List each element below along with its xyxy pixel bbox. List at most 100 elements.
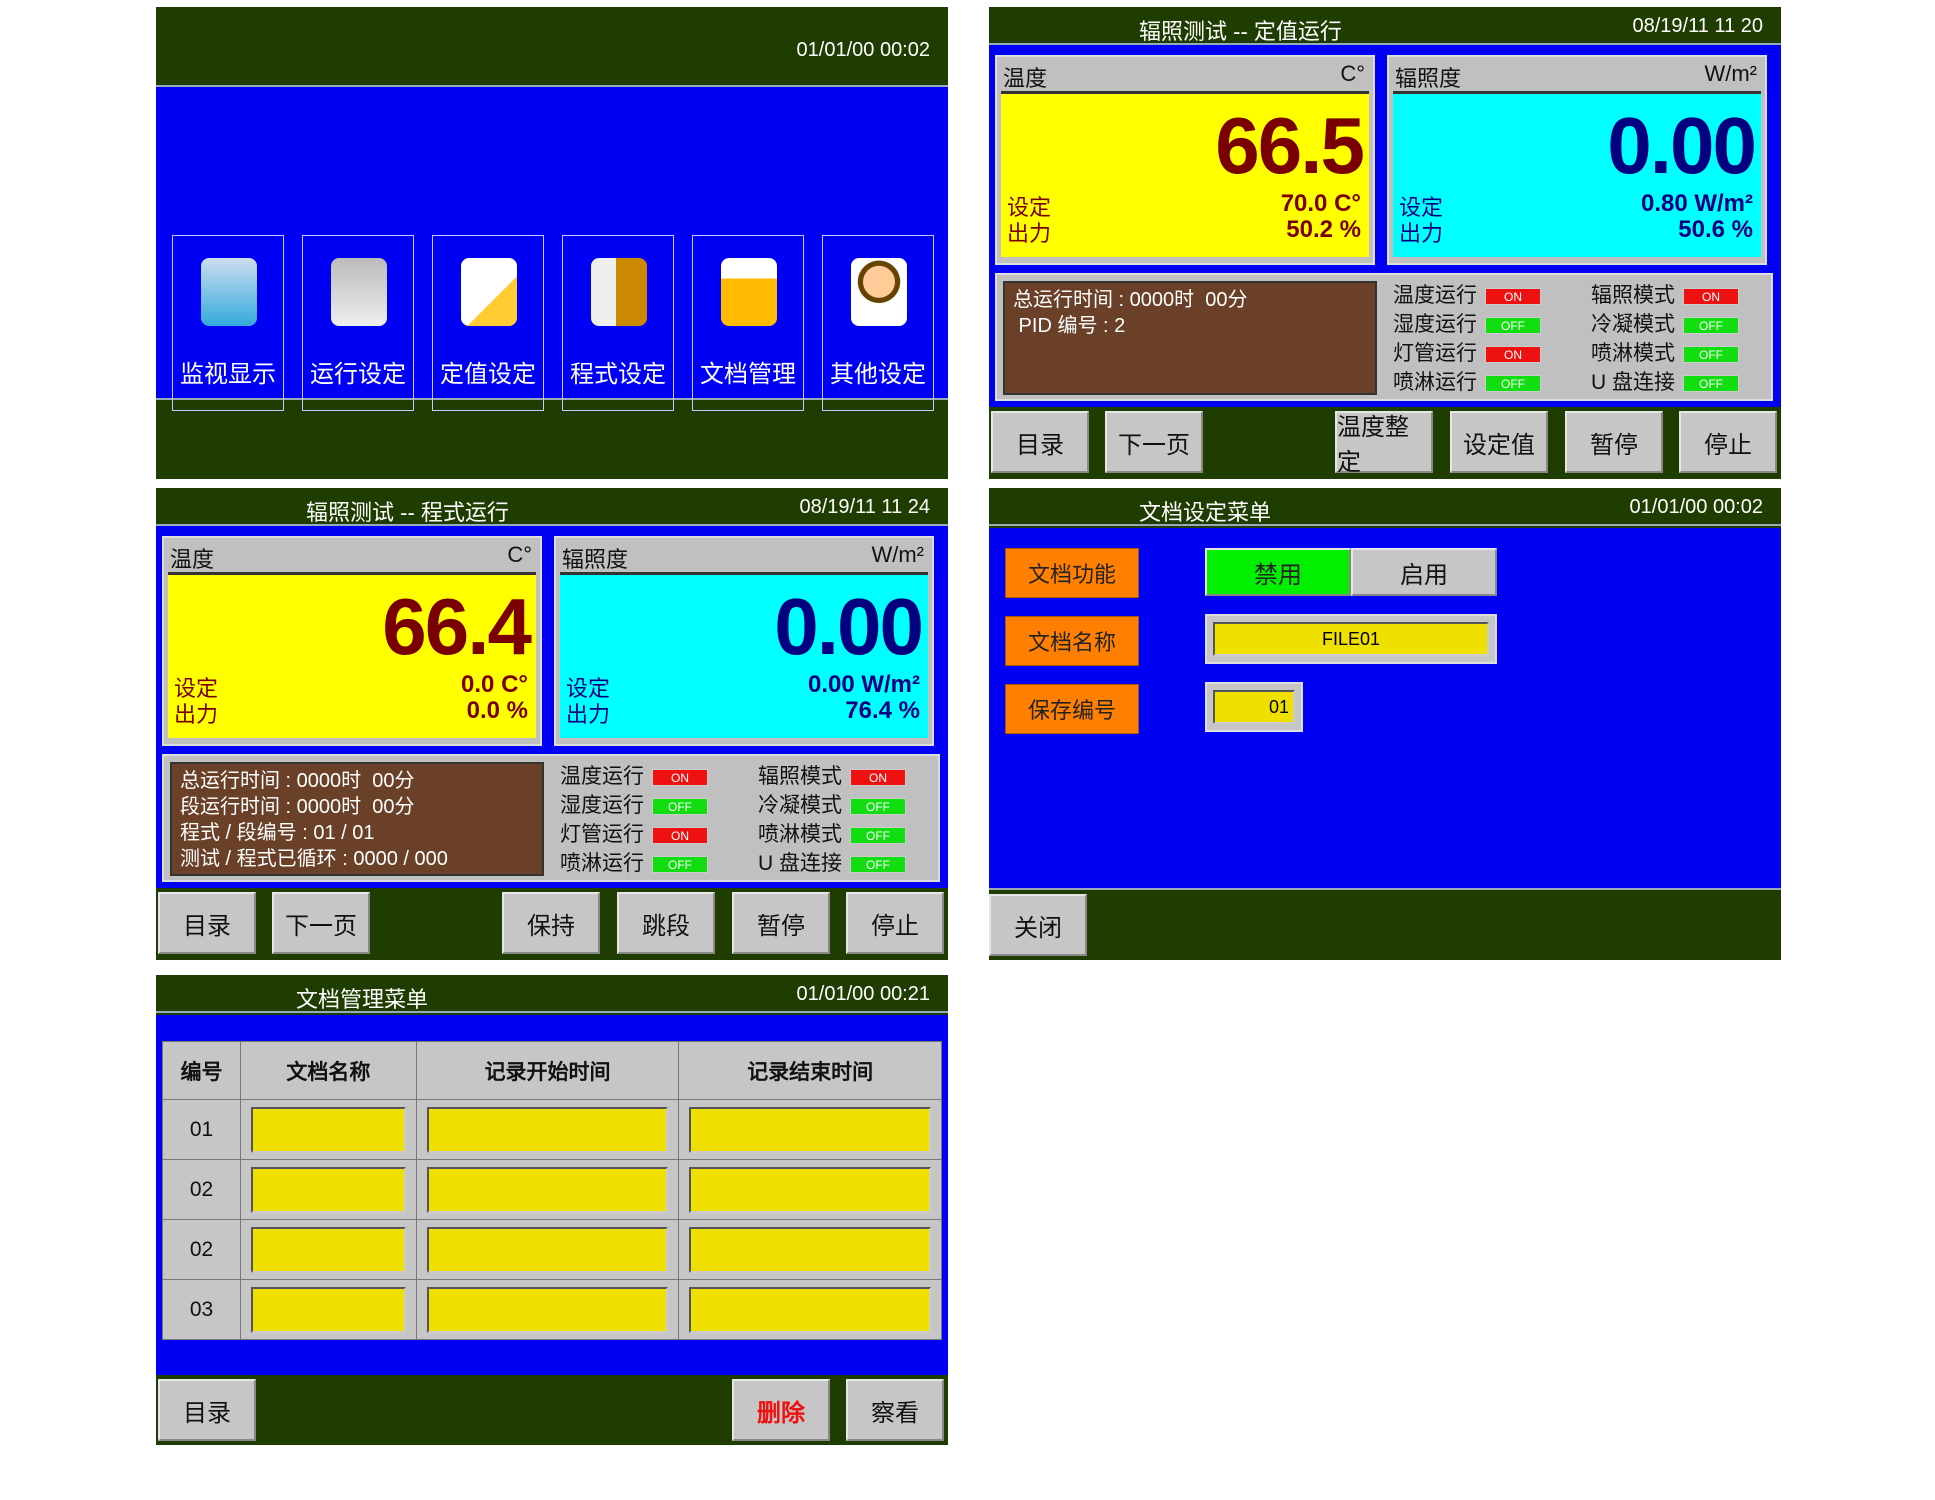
button-3[interactable]: 跳段 (617, 892, 715, 954)
file-name-field[interactable]: FILE01 (1205, 614, 1497, 664)
menu-tile-0[interactable]: 监视显示 (172, 235, 284, 411)
button-1[interactable]: 下一页 (1105, 411, 1203, 473)
output-label: 出力 (1007, 221, 1052, 246)
file-manager-panel: 文档管理菜单 01/01/00 00:21 编号 文档名称 记录开始时间 记录结束时间 … (156, 975, 948, 1445)
end-time-cell[interactable] (678, 1279, 942, 1340)
button-2[interactable]: 保持 (502, 892, 600, 954)
file-table: 编号 文档名称 记录开始时间 记录结束时间 01 02 02 03 (162, 1041, 942, 1340)
indicator: 辐照模式 ON (758, 760, 906, 790)
indicator: 喷淋模式 OFF (758, 818, 906, 848)
irr-unit: W/m² (1704, 61, 1757, 86)
tile-label: 运行设定 (310, 361, 406, 388)
indicator: U 盘连接 OFF (1591, 366, 1739, 396)
temp-output-value: 0.0 % (466, 697, 528, 724)
main-menu-panel: 01/01/00 00:02 监视显示 运行设定 定值设定 程式设定 文档管理 其他设定 (156, 7, 948, 479)
file-name-cell[interactable] (240, 1099, 417, 1160)
end-time-cell[interactable] (678, 1219, 942, 1280)
temp-display: 温度 C° 66.4 设定 出力 0.0 C° 0.0 % (162, 536, 542, 746)
info-line: 测试 / 程式已循环 : 0000 / 000 (180, 848, 448, 870)
start-time-cell[interactable] (415, 1159, 680, 1220)
output-label: 出力 (1399, 221, 1444, 246)
irr-label: 辐照度 (1395, 66, 1462, 91)
column-header: 记录开始时间 (415, 1041, 680, 1100)
tile-label: 定值设定 (440, 361, 536, 388)
button-4[interactable]: 暂停 (1565, 411, 1663, 473)
menu-tile-2[interactable]: 定值设定 (432, 235, 544, 411)
button-0[interactable]: 目录 (158, 892, 256, 954)
close-button[interactable]: 关闭 (989, 894, 1087, 956)
view-button[interactable]: 察看 (846, 1379, 944, 1441)
indicator-label: 喷淋模式 (1591, 342, 1675, 365)
datetime: 08/19/11 11 20 (1632, 15, 1764, 37)
enable-button[interactable]: 启用 (1351, 548, 1497, 596)
indicator-label: 灯管运行 (1393, 342, 1477, 365)
indicator-label: 喷淋模式 (758, 823, 842, 846)
status-badge: OFF (850, 826, 906, 844)
table-row[interactable]: 02 (162, 1219, 942, 1280)
table-row[interactable]: 02 (162, 1159, 942, 1220)
column-header: 编号 (162, 1041, 241, 1100)
status-area: 总运行时间 : 0000时 00分 PID 编号 : 2 温度运行 ON 湿度运行 OF… (995, 273, 1773, 401)
status-badge: OFF (850, 797, 906, 815)
file-name-cell[interactable] (240, 1279, 417, 1340)
monitor-icon (201, 258, 257, 326)
indicator-label: 灯管运行 (560, 823, 644, 846)
irr-value: 0.00 (1607, 101, 1757, 190)
info-line: 总运行时间 : 0000时 00分 (180, 770, 415, 792)
indicator-label: 湿度运行 (560, 794, 644, 817)
indicator: 温度运行 ON (560, 760, 708, 790)
button-3[interactable]: 设定值 (1450, 411, 1548, 473)
button-4[interactable]: 暂停 (732, 892, 830, 954)
indicator: 灯管运行 ON (560, 818, 708, 848)
datetime: 01/01/00 00:02 (1629, 496, 1763, 518)
start-time-cell[interactable] (415, 1099, 680, 1160)
irr-set-value: 0.80 W/m² (1640, 190, 1753, 217)
end-time-cell[interactable] (678, 1159, 942, 1220)
program-run-panel: 辐照测试 -- 程式运行 08/19/11 11 24 温度 C° 66.4 设定… (156, 488, 948, 960)
temp-unit: C° (507, 542, 532, 567)
indicator: 喷淋运行 OFF (1393, 366, 1541, 396)
menu-tile-1[interactable]: 运行设定 (302, 235, 414, 411)
end-time-cell[interactable] (678, 1099, 942, 1160)
menu-tile-3[interactable]: 程式设定 (562, 235, 674, 411)
row-number: 01 (162, 1099, 241, 1160)
info-line: PID 编号 : 2 (1013, 315, 1126, 337)
status-badge: OFF (652, 855, 708, 873)
button-5[interactable]: 停止 (846, 892, 944, 954)
status-badge: OFF (850, 855, 906, 873)
button-1[interactable]: 下一页 (272, 892, 370, 954)
button-0[interactable]: 目录 (991, 411, 1089, 473)
button-2[interactable]: 温度整定 (1335, 411, 1433, 476)
table-row[interactable]: 01 (162, 1099, 942, 1160)
save-number-field[interactable]: 01 (1205, 682, 1303, 732)
indicator: 冷凝模式 OFF (758, 789, 906, 819)
indicator: 湿度运行 OFF (560, 789, 708, 819)
column-header: 文档名称 (240, 1041, 417, 1100)
table-row[interactable]: 03 (162, 1279, 942, 1340)
output-label: 出力 (174, 702, 219, 727)
info-line: 段运行时间 : 0000时 00分 (180, 796, 415, 818)
indicator-label: 冷凝模式 (1591, 313, 1675, 336)
title-bar: 辐照测试 -- 定值运行 08/19/11 11 20 (989, 7, 1781, 45)
file-name-cell[interactable] (240, 1159, 417, 1220)
indicator: U 盘连接 OFF (758, 847, 906, 877)
button-5[interactable]: 停止 (1679, 411, 1777, 473)
pencil-document-icon (461, 258, 517, 326)
menu-area: 监视显示 运行设定 定值设定 程式设定 文档管理 其他设定 (156, 85, 948, 411)
delete-button[interactable]: 删除 (732, 1379, 830, 1441)
menu-tile-5[interactable]: 其他设定 (822, 235, 934, 411)
run-info: 总运行时间 : 0000时 00分 PID 编号 : 2 (1003, 281, 1377, 395)
disable-button[interactable]: 禁用 (1205, 548, 1351, 596)
menu-button[interactable]: 目录 (158, 1379, 256, 1441)
irr-set-value: 0.00 W/m² (807, 671, 920, 698)
start-time-cell[interactable] (415, 1219, 680, 1280)
temp-set-value: 0.0 C° (461, 671, 528, 698)
menu-tile-4[interactable]: 文档管理 (692, 235, 804, 411)
row-number: 02 (162, 1219, 241, 1280)
file-name-cell[interactable] (240, 1219, 417, 1280)
start-time-cell[interactable] (415, 1279, 680, 1340)
indicator: 温度运行 ON (1393, 279, 1541, 309)
temp-label: 温度 (170, 547, 215, 572)
column-header: 记录结束时间 (678, 1041, 942, 1100)
file-function-label: 文档功能 (1005, 548, 1139, 598)
